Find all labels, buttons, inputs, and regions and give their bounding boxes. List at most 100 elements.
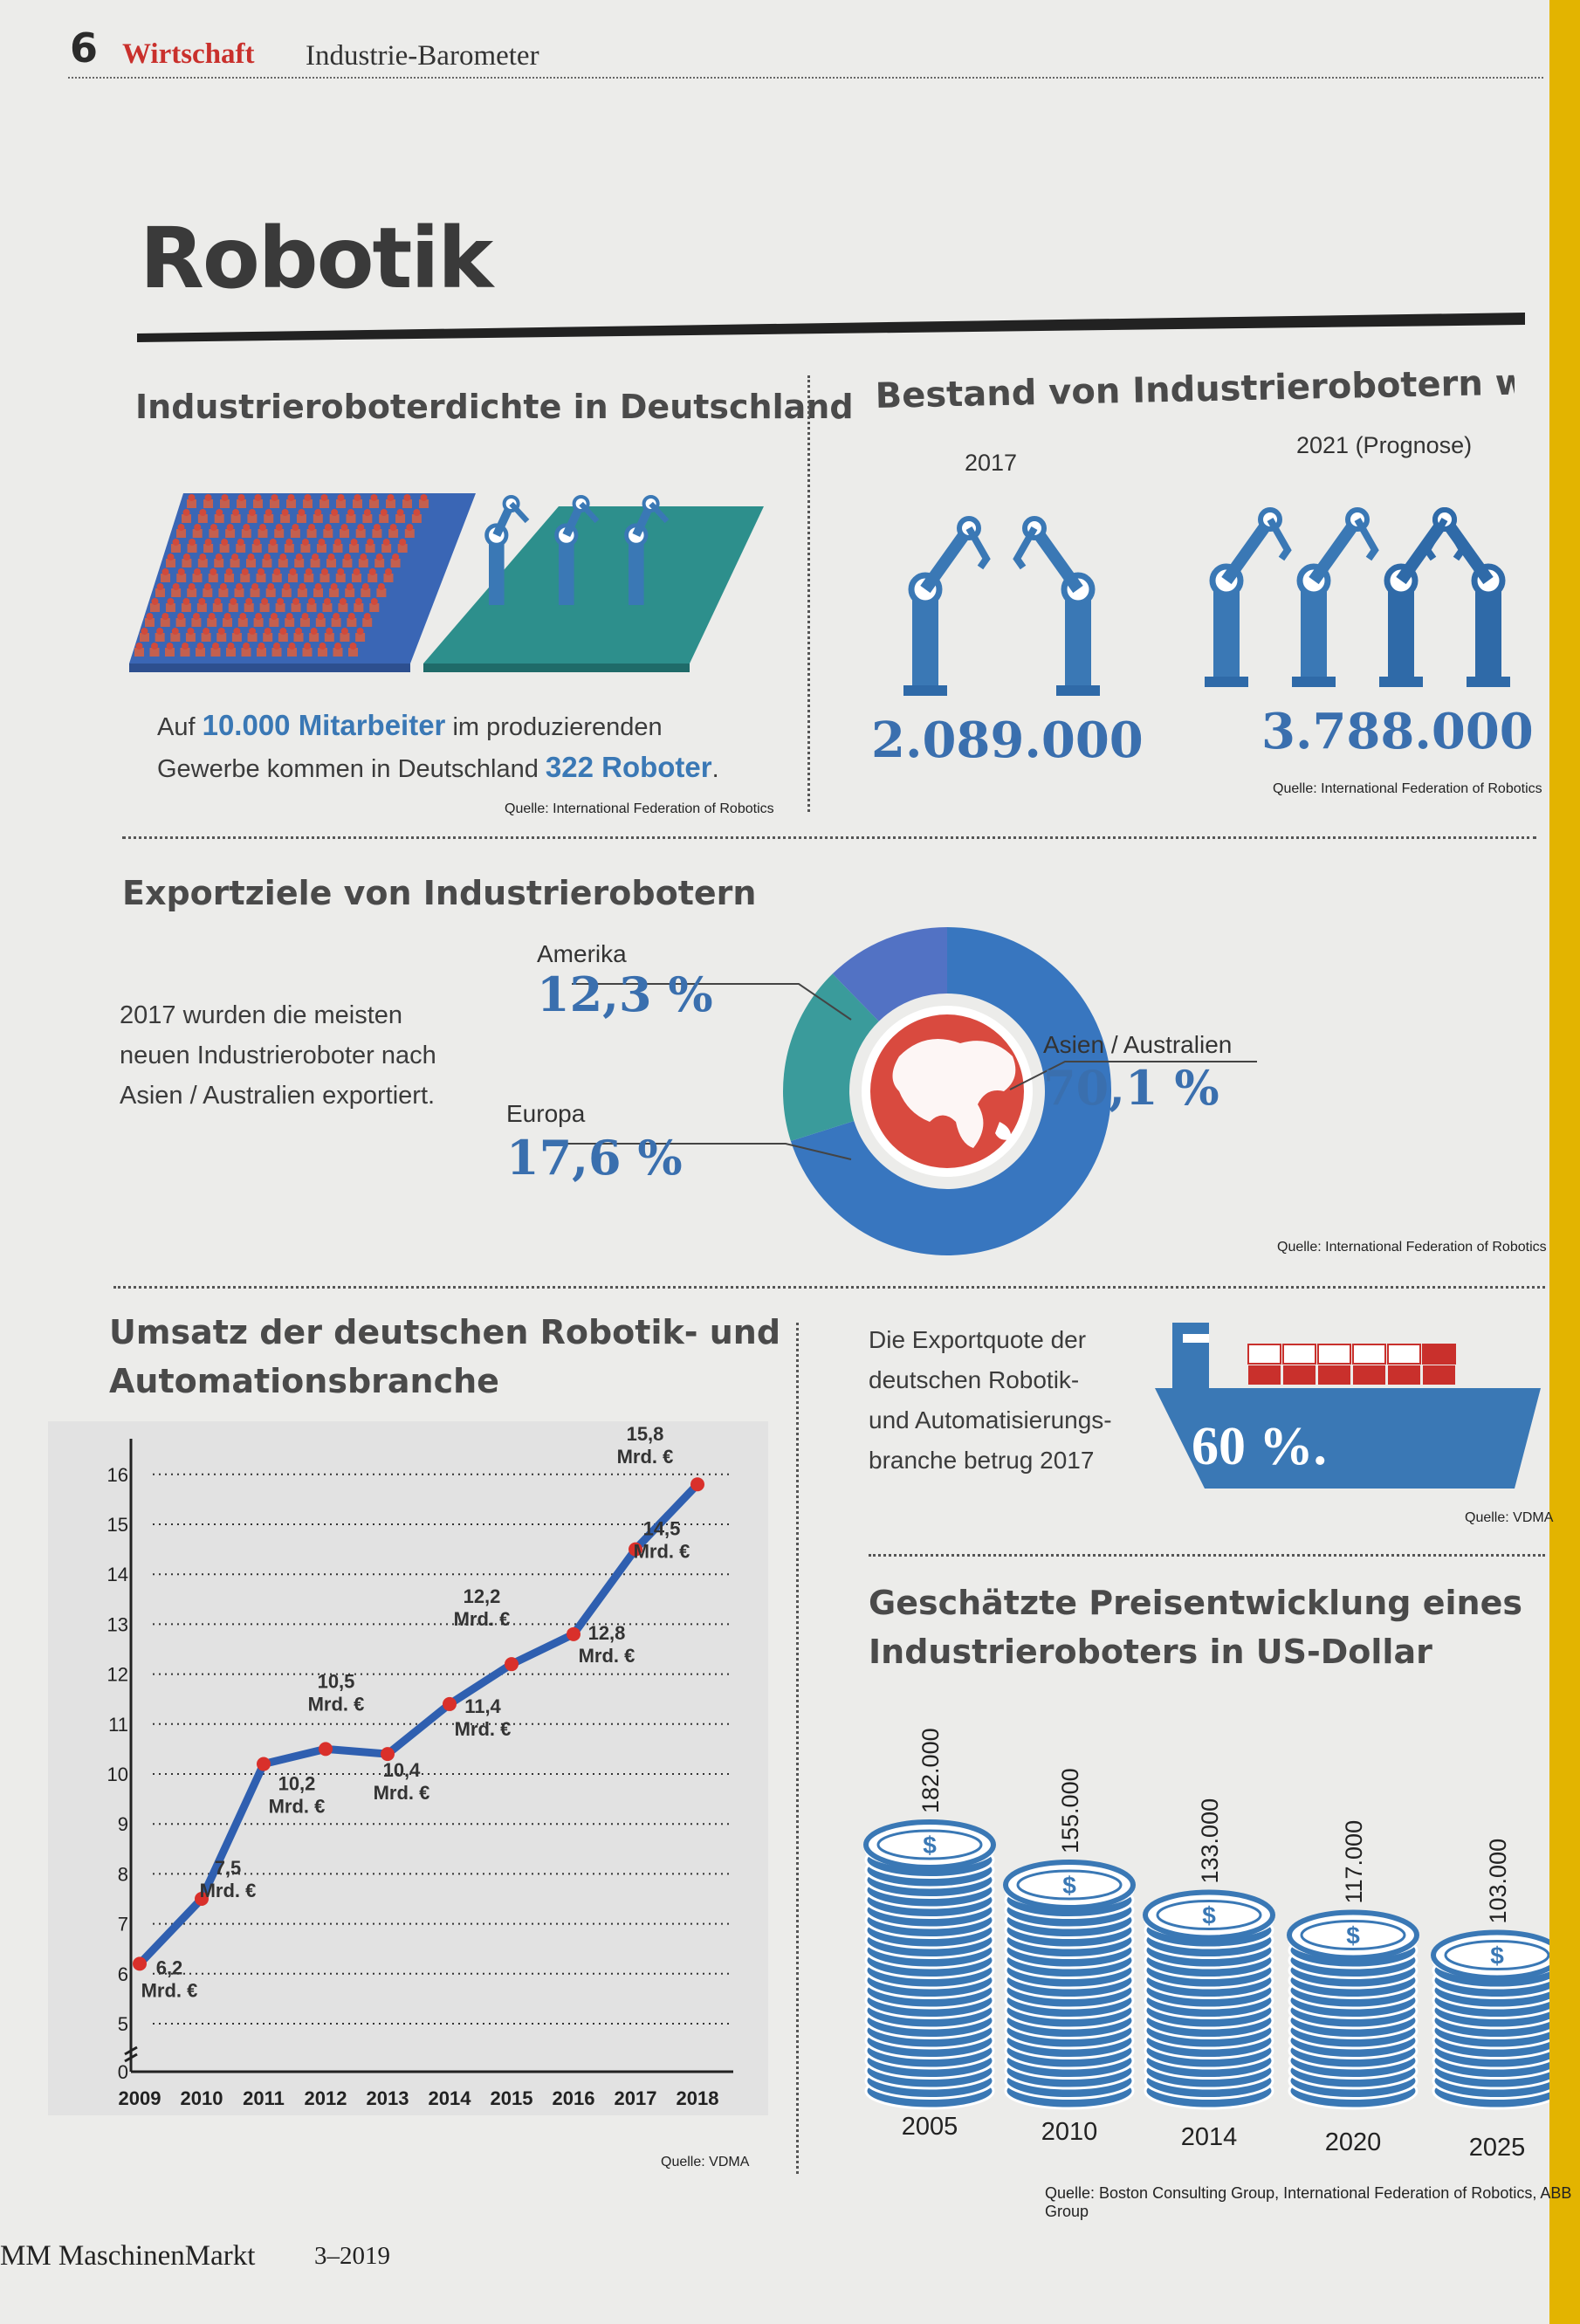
mini-robot (354, 603, 364, 612)
mini-robot (166, 559, 175, 567)
mini-robot (230, 559, 240, 567)
robot-arm-icon (484, 495, 530, 605)
mini-robot-head (327, 553, 335, 560)
mini-robot-head (172, 539, 180, 546)
mini-robot-head (199, 509, 207, 516)
density-text-mid-2: Gewerbe kommen in Deutschland (157, 755, 539, 783)
mini-robot-head (314, 583, 322, 590)
container-icon (1422, 1344, 1456, 1365)
mini-robot-head (187, 628, 195, 635)
mini-robot-head (308, 524, 316, 531)
mini-robot (324, 633, 334, 642)
stock-source: Quelle: International Federation of Robo… (1273, 781, 1542, 796)
revenue-line-chart: 0 5 6 7 8 9 10 11 12 13 14 15 16 2009 2010 2011 2012 2013… (48, 1421, 768, 2115)
donut-slice (790, 927, 1111, 1255)
mini-robot (365, 544, 375, 553)
y-tick-label: 12 (107, 1664, 128, 1686)
mini-robot-head (204, 494, 212, 501)
coin-stack: $ (1143, 1889, 1275, 2110)
coin-rim (1156, 1900, 1262, 1930)
globe-icon (870, 1014, 1024, 1168)
revenue-source: Quelle: VDMA (661, 2155, 750, 2169)
container-icon (1283, 1365, 1316, 1385)
mini-robot-head (273, 568, 281, 575)
quota-source: Quelle: VDMA (1465, 1510, 1554, 1525)
mini-robot (376, 588, 387, 597)
mini-robot-head (182, 509, 190, 516)
mini-robot-head (331, 509, 339, 516)
export-text: 2017 wurden die meisten neuen Industrier… (120, 995, 436, 1116)
container-icon (1317, 1344, 1351, 1365)
price-year-label: 2020 (1325, 2128, 1382, 2156)
mini-robot (220, 499, 230, 508)
mini-robot-head (340, 524, 348, 531)
mini-robot (296, 514, 306, 523)
mini-robot (208, 574, 218, 582)
mini-robot (361, 588, 371, 597)
donut-value-label: 12,3 % (537, 966, 713, 1022)
x-tick-label: 2009 (119, 2087, 161, 2109)
donut-leader-line (559, 1143, 852, 1160)
density-highlight-workers: 10.000 Mitarbeiter (202, 709, 446, 741)
data-label: 11,4 Mrd. € (455, 1695, 512, 1740)
axis-break (124, 2052, 138, 2063)
mini-robot (340, 529, 349, 538)
mini-robot (329, 514, 340, 523)
mini-robot (342, 559, 353, 567)
mini-robot-head (354, 494, 361, 501)
data-point (257, 1757, 271, 1771)
mini-robot (192, 529, 203, 538)
mini-robot-head (363, 509, 371, 516)
mini-robot (149, 648, 160, 657)
x-tick-label: 2018 (677, 2087, 719, 2109)
mini-robot (278, 633, 288, 642)
mini-robot (212, 603, 223, 612)
mini-robot (207, 618, 217, 627)
mini-robot-head (312, 553, 319, 560)
quota-value: 60 %. (1192, 1417, 1327, 1476)
mini-robot-head (330, 583, 338, 590)
mini-robot-head (279, 628, 287, 635)
footer-magazine: MM MaschinenMarkt (0, 2240, 256, 2272)
mini-robot-head (237, 539, 244, 546)
mini-robot (247, 514, 258, 523)
mini-robot-head (194, 568, 201, 575)
export-heading: Exportziele von Industrierobotern (122, 874, 757, 912)
mini-robot (134, 648, 144, 657)
mini-robot (203, 544, 214, 553)
mini-robot-head (255, 613, 263, 620)
mini-robot-head (337, 494, 345, 501)
y-tick-label: 0 (118, 2061, 128, 2083)
mini-robot-head (334, 539, 341, 546)
price-value-label: 133.000 (1197, 1798, 1223, 1884)
mini-robot (362, 618, 373, 627)
mini-robot-head (177, 613, 185, 620)
data-label: 14,5 Mrd. € (634, 1518, 690, 1563)
mini-robot (187, 544, 197, 553)
mini-robot-head (305, 568, 313, 575)
mini-robot-head (254, 494, 262, 501)
mini-robot (304, 574, 314, 582)
donut-value-label: 17,6 % (506, 1130, 683, 1186)
data-label: 12,2 Mrd. € (454, 1585, 511, 1630)
x-tick-label: 2017 (615, 2087, 657, 2109)
mini-robot-head (241, 568, 249, 575)
mini-robot-head (245, 598, 253, 605)
mini-robot-head (258, 643, 265, 650)
section-divider (807, 375, 810, 812)
price-value-label: 103.000 (1485, 1839, 1511, 1924)
mini-robot-head (182, 643, 189, 650)
mini-robot-head (273, 643, 280, 650)
mini-robot-head (281, 509, 289, 516)
mini-robot (253, 499, 263, 508)
page-number: 6 (70, 24, 99, 72)
mini-robot-head (230, 598, 237, 605)
mini-robot-head (249, 628, 257, 635)
mini-robot-head (172, 583, 180, 590)
coin-rim (876, 1829, 983, 1860)
mini-robot-head (380, 509, 388, 516)
mini-robot (247, 633, 258, 642)
mini-robot-head (221, 539, 229, 546)
mini-robot-head (259, 524, 266, 531)
three-robots-platform (423, 506, 764, 672)
